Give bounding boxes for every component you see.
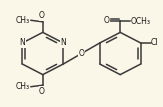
Text: CH₃: CH₃ xyxy=(16,82,30,91)
Text: CH₃: CH₃ xyxy=(16,16,30,25)
Text: O: O xyxy=(39,11,45,20)
Text: O: O xyxy=(79,49,84,58)
Text: N: N xyxy=(20,38,25,47)
Text: OCH₃: OCH₃ xyxy=(131,17,151,26)
Text: N: N xyxy=(60,38,66,47)
Text: O: O xyxy=(39,87,45,96)
Text: O: O xyxy=(104,16,109,25)
Text: Cl: Cl xyxy=(151,38,159,47)
